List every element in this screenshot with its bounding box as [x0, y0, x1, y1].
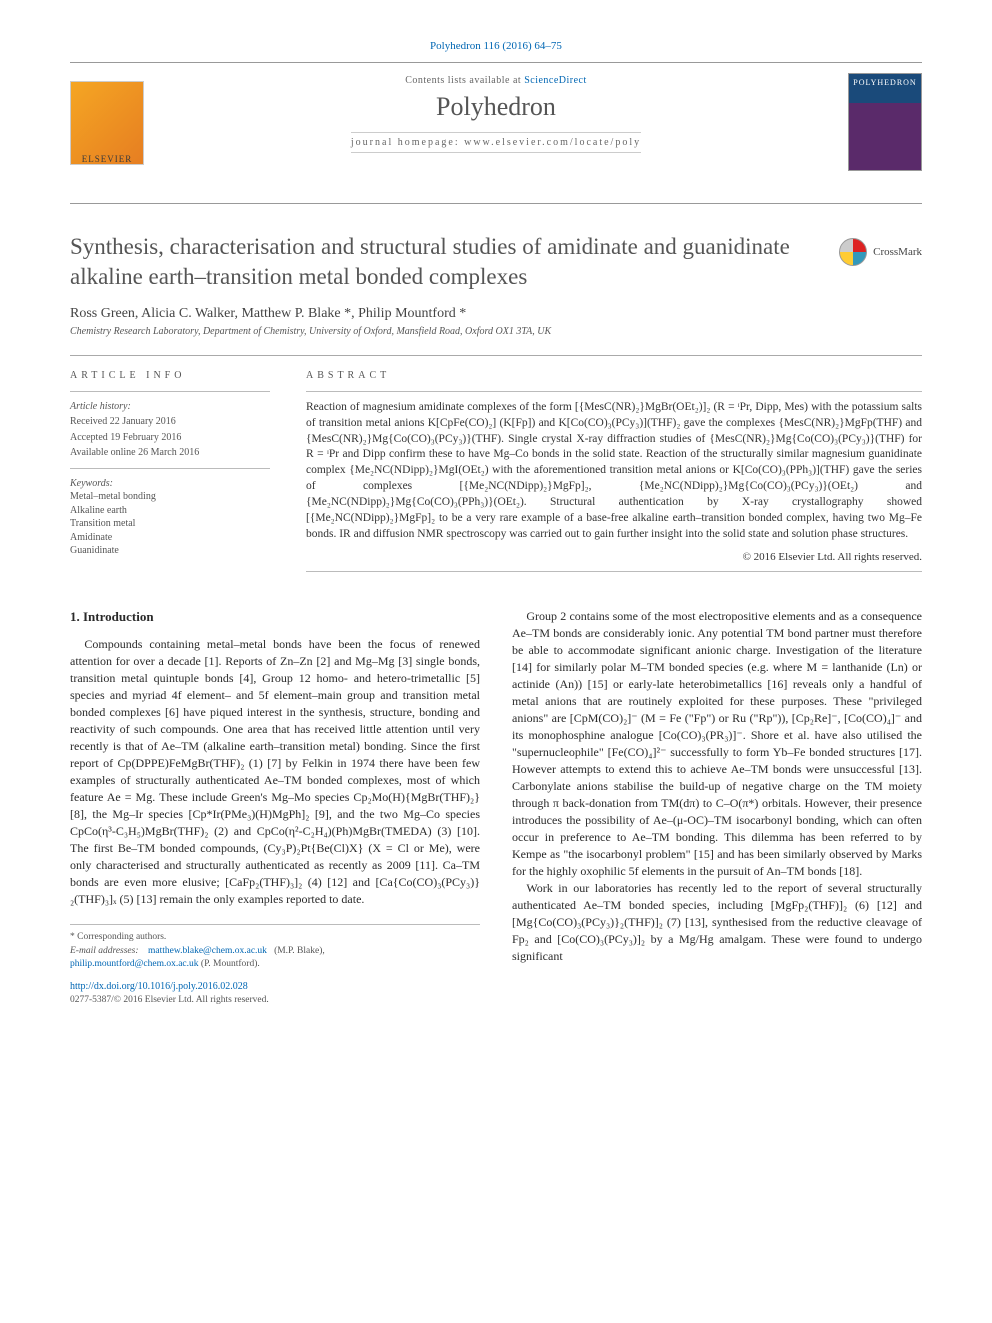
page-root: Polyhedron 116 (2016) 64–75 ELSEVIER POL… — [0, 0, 992, 1058]
doi-line: http://dx.doi.org/10.1016/j.poly.2016.02… — [70, 980, 480, 994]
keyword: Amidinate — [70, 531, 270, 545]
divider — [70, 468, 270, 469]
email-label: E-mail addresses: — [70, 946, 139, 956]
section-heading: 1. Introduction — [70, 608, 480, 626]
journal-header: ELSEVIER POLYHEDRON Contents lists avail… — [70, 62, 922, 204]
crossmark-label: CrossMark — [873, 246, 922, 258]
affiliation: Chemistry Research Laboratory, Departmen… — [70, 326, 922, 337]
divider — [70, 391, 270, 392]
abstract-text: Reaction of magnesium amidinate complexe… — [306, 400, 922, 543]
homepage-line: journal homepage: www.elsevier.com/locat… — [351, 132, 641, 153]
elsevier-logo: ELSEVIER — [70, 81, 144, 165]
cover-label: POLYHEDRON — [849, 74, 921, 87]
contents-prefix: Contents lists available at — [405, 75, 524, 86]
email-link-2[interactable]: philip.mountford@chem.ox.ac.uk — [70, 959, 199, 969]
title-row: Synthesis, characterisation and structur… — [70, 232, 922, 292]
article-history: Article history: Received 22 January 201… — [70, 400, 270, 460]
header-center: Contents lists available at ScienceDirec… — [160, 75, 832, 153]
received-date: Received 22 January 2016 — [70, 415, 270, 429]
keyword: Alkaline earth — [70, 504, 270, 518]
body-columns: 1. Introduction Compounds containing met… — [70, 608, 922, 1008]
body-para: Work in our laboratories has recently le… — [512, 880, 922, 965]
crossmark-badge[interactable]: CrossMark — [839, 232, 922, 266]
accepted-date: Accepted 19 February 2016 — [70, 431, 270, 445]
divider — [306, 571, 922, 572]
article-info-col: ARTICLE INFO Article history: Received 2… — [70, 370, 270, 580]
corr-note: * Corresponding authors. — [70, 931, 480, 944]
abstract-heading: ABSTRACT — [306, 370, 922, 381]
contents-line: Contents lists available at ScienceDirec… — [160, 75, 832, 86]
footnotes: * Corresponding authors. E-mail addresse… — [70, 924, 480, 1007]
article-info-heading: ARTICLE INFO — [70, 370, 270, 381]
sciencedirect-link[interactable]: ScienceDirect — [524, 75, 587, 86]
elsevier-label: ELSEVIER — [82, 154, 133, 164]
body-para: Compounds containing metal–metal bonds h… — [70, 636, 480, 909]
email-link-1[interactable]: matthew.blake@chem.ox.ac.uk — [148, 946, 267, 956]
article-title: Synthesis, characterisation and structur… — [70, 232, 821, 292]
email-line: E-mail addresses: matthew.blake@chem.ox.… — [70, 945, 480, 972]
email-name-2: (P. Mountford). — [201, 959, 260, 969]
abstract-copyright: © 2016 Elsevier Ltd. All rights reserved… — [306, 551, 922, 563]
authors-line: Ross Green, Alicia C. Walker, Matthew P.… — [70, 306, 922, 322]
doi-link[interactable]: http://dx.doi.org/10.1016/j.poly.2016.02… — [70, 981, 248, 992]
journal-name: Polyhedron — [160, 92, 832, 122]
keyword: Metal–metal bonding — [70, 490, 270, 504]
authors-text: Ross Green, Alicia C. Walker, Matthew P.… — [70, 306, 466, 321]
keywords-label: Keywords: — [70, 477, 270, 491]
body-para: Group 2 contains some of the most electr… — [512, 608, 922, 881]
abstract-col: ABSTRACT Reaction of magnesium amidinate… — [306, 370, 922, 580]
homepage-prefix: journal homepage: — [351, 137, 464, 148]
history-label: Article history: — [70, 400, 270, 414]
online-date: Available online 26 March 2016 — [70, 446, 270, 460]
issn-line: 0277-5387/© 2016 Elsevier Ltd. All right… — [70, 994, 480, 1007]
keywords-block: Keywords: Metal–metal bonding Alkaline e… — [70, 477, 270, 558]
keyword: Transition metal — [70, 517, 270, 531]
divider — [306, 391, 922, 392]
keyword: Guanidinate — [70, 544, 270, 558]
email-name-1: (M.P. Blake), — [274, 946, 325, 956]
top-citation: Polyhedron 116 (2016) 64–75 — [70, 40, 922, 52]
homepage-link[interactable]: www.elsevier.com/locate/poly — [464, 137, 641, 148]
journal-cover-thumb: POLYHEDRON — [848, 73, 922, 171]
info-row: ARTICLE INFO Article history: Received 2… — [70, 355, 922, 580]
crossmark-icon — [839, 238, 867, 266]
